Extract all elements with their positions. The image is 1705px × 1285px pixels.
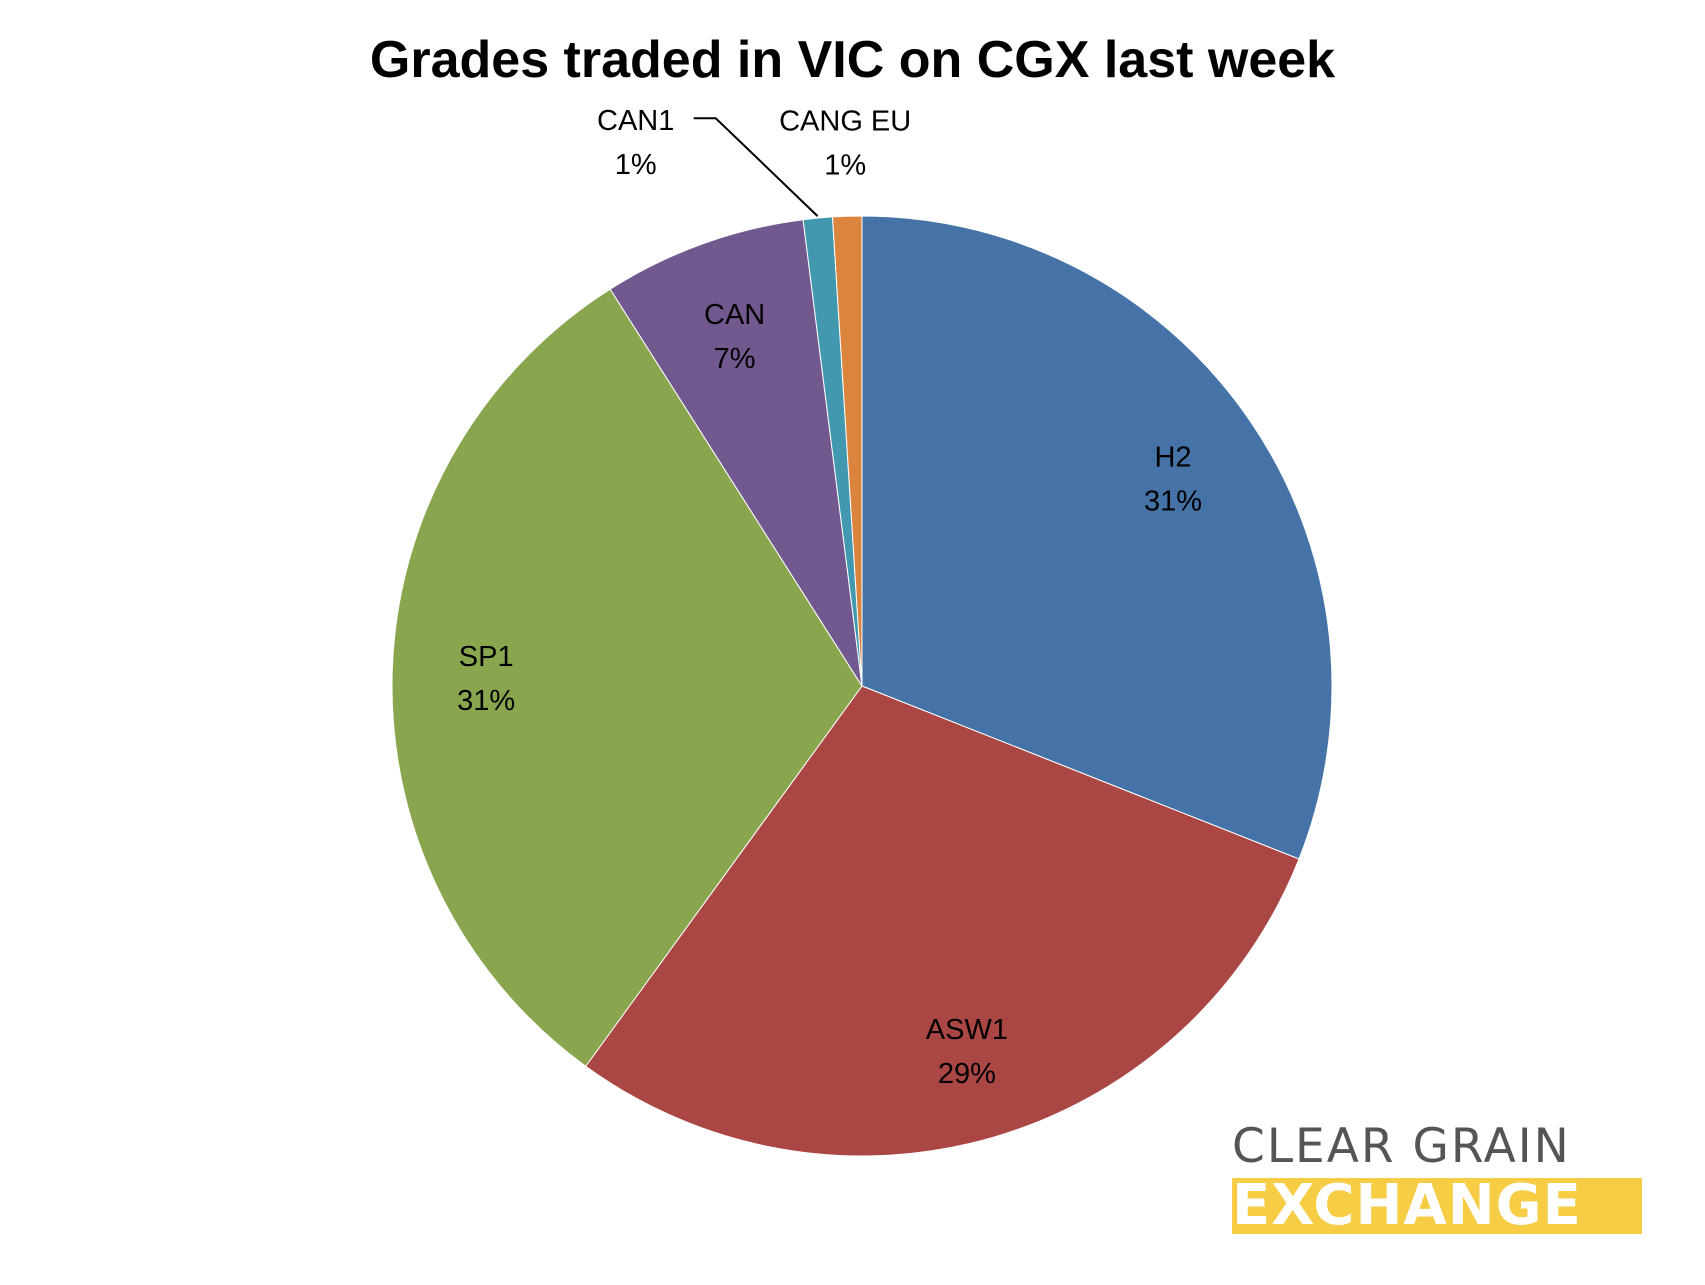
slice-label-can1: CAN1 bbox=[597, 105, 674, 137]
pie-slice-asw1 bbox=[585, 685, 1300, 1157]
slice-label-sp1: SP1 bbox=[459, 641, 514, 673]
slice-value-can: 7% bbox=[714, 343, 756, 375]
slice-value-cang-eu: 1% bbox=[824, 149, 866, 181]
slice-value-asw1: 29% bbox=[938, 1058, 996, 1090]
chart-title: Grades traded in VIC on CGX last week bbox=[369, 31, 1336, 89]
leader-line-can1 bbox=[693, 117, 819, 217]
slice-label-h2: H2 bbox=[1154, 442, 1191, 474]
slice-value-can1: 1% bbox=[615, 149, 657, 181]
leader-lines bbox=[693, 117, 819, 217]
pie-slice-cang-eu bbox=[831, 215, 863, 687]
logo-text-exchange: EXCHANGE bbox=[1232, 1178, 1582, 1234]
clear-grain-exchange-logo: CLEAR GRAIN EXCHANGE bbox=[1232, 1118, 1652, 1234]
pie-slice-sp1 bbox=[391, 288, 863, 1067]
slice-value-sp1: 31% bbox=[457, 685, 515, 717]
logo-band-exchange: EXCHANGE bbox=[1232, 1178, 1642, 1234]
slice-label-asw1: ASW1 bbox=[926, 1014, 1008, 1046]
logo-text-clear-grain: CLEAR GRAIN bbox=[1232, 1119, 1571, 1174]
slice-value-h2: 31% bbox=[1144, 486, 1202, 518]
pie-slice-h2 bbox=[861, 215, 1333, 860]
slice-label-can: CAN bbox=[704, 299, 765, 331]
slice-labels: H2 31% ASW1 29% SP1 31% CAN 7% CAN1 1% CANG EU 1% bbox=[457, 105, 1202, 1090]
pie-slice-can bbox=[609, 219, 863, 687]
slice-label-cang-eu: CANG EU bbox=[779, 105, 911, 137]
pie-slices bbox=[391, 215, 1333, 1157]
